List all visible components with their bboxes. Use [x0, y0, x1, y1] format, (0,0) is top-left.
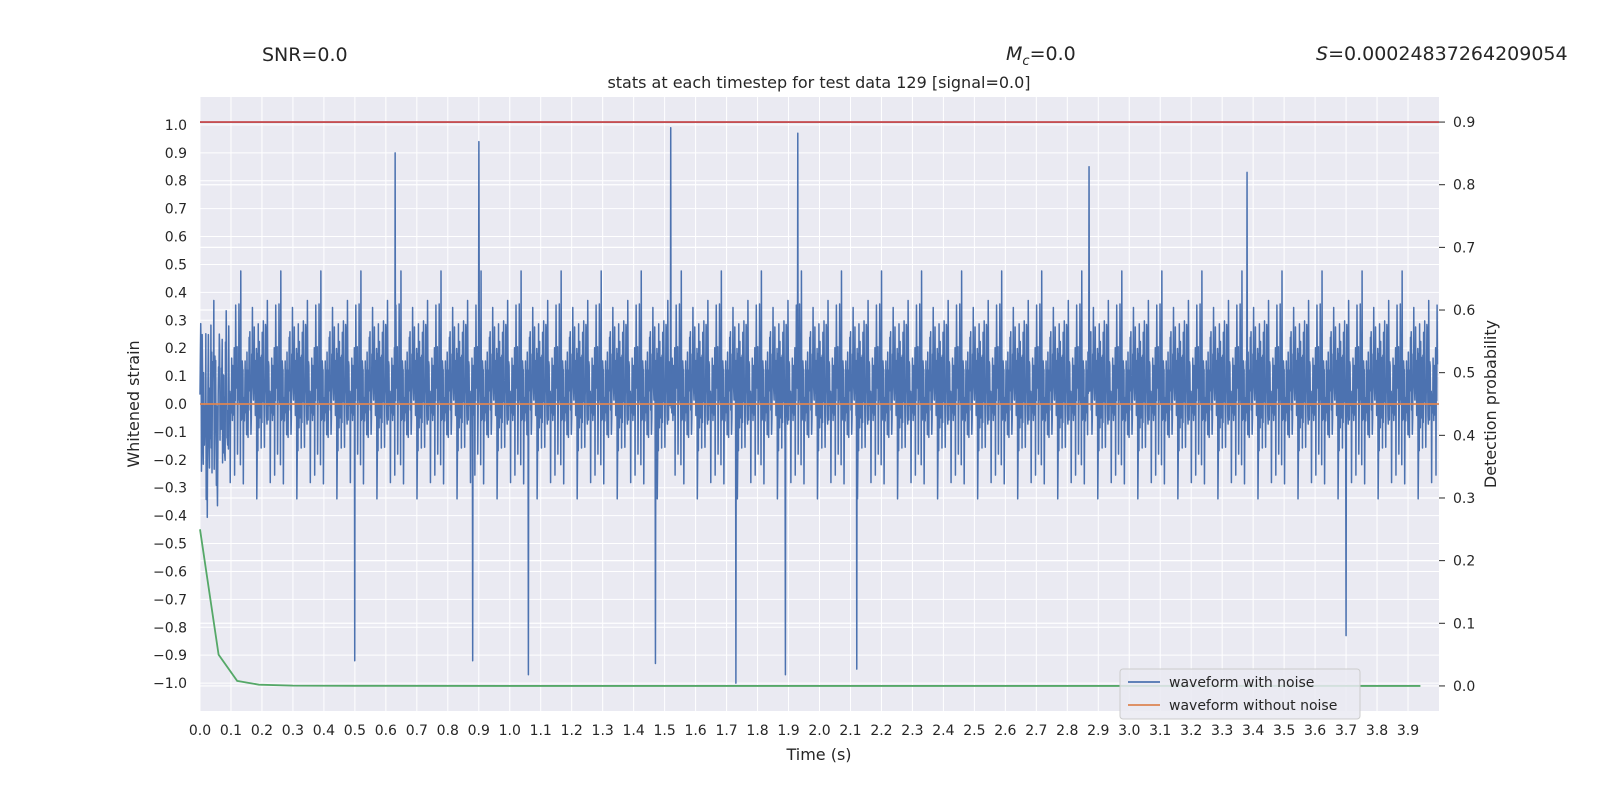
y-tick-label-right: 0.4	[1453, 428, 1475, 444]
y-tick-label-left: 0.9	[165, 146, 187, 162]
x-tick-label: 3.9	[1397, 723, 1419, 739]
y-tick-label-left: 0.2	[165, 341, 187, 357]
y-tick-label-right: 0.5	[1453, 366, 1475, 382]
x-tick-label: 1.6	[684, 723, 706, 739]
s-label: S=0.00024837264209054	[1316, 43, 1568, 65]
legend: waveform with noise waveform without noi…	[1119, 668, 1361, 720]
x-tick-label: 3.6	[1304, 723, 1326, 739]
y-tick-label-right: 0.2	[1453, 554, 1475, 570]
y-tick-label-left: 0.7	[165, 202, 187, 218]
x-tick-label: 1.0	[499, 723, 521, 739]
x-tick-label: 1.3	[592, 723, 614, 739]
y-tick-label-right: 0.7	[1453, 240, 1475, 256]
y-tick-label-right: 0.9	[1453, 115, 1475, 131]
y-axis-label-left: Whitened strain	[124, 340, 143, 467]
x-tick-label: 3.7	[1335, 723, 1357, 739]
x-tick-label: 2.4	[932, 723, 954, 739]
y-tick-label-left: 0.1	[165, 369, 187, 385]
x-tick-label: 1.5	[653, 723, 675, 739]
x-tick-label: 0.8	[437, 723, 459, 739]
x-tick-label: 1.9	[777, 723, 799, 739]
legend-label-noise: waveform with noise	[1169, 675, 1314, 691]
series-line-2	[199, 529, 1421, 687]
y-tick-label-left: 1.0	[165, 118, 187, 134]
x-tick-label: 2.7	[1025, 723, 1047, 739]
x-tick-label: 3.2	[1180, 723, 1202, 739]
mc-label: Mc=0.0	[1006, 43, 1076, 69]
x-tick-label: 1.8	[746, 723, 768, 739]
y-tick-label-left: −0.2	[153, 453, 187, 469]
x-tick-label: 3.3	[1211, 723, 1233, 739]
y-tick-label-left: −0.7	[153, 592, 187, 608]
y-tick-label-left: −0.9	[153, 648, 187, 664]
y-tick-label-left: −0.6	[153, 564, 187, 580]
y-axis-label-right: Detection probability	[1481, 320, 1500, 488]
y-tick-label-left: 0.5	[165, 257, 187, 273]
x-tick-label: 0.6	[375, 723, 397, 739]
y-tick-label-left: −1.0	[153, 676, 187, 692]
series-line-waveform-with-noise	[199, 126, 1439, 684]
x-tick-label: 0.0	[189, 723, 211, 739]
x-tick-label: 1.2	[561, 723, 583, 739]
y-tick-label-right: 0.6	[1453, 303, 1475, 319]
series-layer	[199, 121, 1439, 687]
x-tick-label: 2.3	[901, 723, 923, 739]
y-tick-label-left: −0.1	[153, 425, 187, 441]
x-tick-label: 1.7	[715, 723, 737, 739]
tick-labels: 0.0 0.1 0.2 0.3 0.4 0.5 0.6 0.7 0.8 0.9 1.0 1.1 1.2 1…	[153, 115, 1475, 739]
x-tick-label: 3.8	[1366, 723, 1388, 739]
x-tick-label: 0.2	[251, 723, 273, 739]
x-tick-label: 2.1	[839, 723, 861, 739]
x-tick-label: 2.9	[1087, 723, 1109, 739]
x-tick-label: 0.3	[282, 723, 304, 739]
legend-box	[1119, 668, 1361, 720]
mc-symbol: M	[1006, 43, 1022, 65]
s-symbol: S	[1316, 43, 1328, 65]
y-tick-label-right: 0.3	[1453, 491, 1475, 507]
x-tick-label: 1.4	[623, 723, 645, 739]
x-tick-label: 0.1	[220, 723, 242, 739]
y-tick-label-left: −0.5	[153, 537, 187, 553]
y-tick-label-left: −0.4	[153, 509, 187, 525]
x-tick-label: 0.9	[468, 723, 490, 739]
y-tick-label-left: 0.8	[165, 174, 187, 190]
x-tick-label: 1.1	[530, 723, 552, 739]
chart-title: stats at each timestep for test data 129…	[607, 73, 1030, 92]
snr-label: SNR=0.0	[262, 44, 348, 66]
x-tick-label: 3.4	[1242, 723, 1264, 739]
x-tick-label: 3.0	[1118, 723, 1140, 739]
y-tick-label-left: 0.3	[165, 313, 187, 329]
x-tick-label: 2.6	[994, 723, 1016, 739]
y-tick-label-left: 0.0	[165, 397, 187, 413]
y-tick-label-right: 0.0	[1453, 679, 1475, 695]
s-value: =0.00024837264209054	[1328, 43, 1568, 65]
x-tick-label: 2.0	[808, 723, 830, 739]
x-tick-label: 2.8	[1056, 723, 1078, 739]
mc-subscript: c	[1022, 54, 1029, 69]
x-axis-label: Time (s)	[785, 745, 851, 764]
y-tick-label-right: 0.1	[1453, 616, 1475, 632]
mc-value: =0.0	[1030, 43, 1076, 65]
legend-label-clean: waveform without noise	[1169, 698, 1337, 714]
y-tick-label-left: 0.6	[165, 230, 187, 246]
x-tick-label: 3.1	[1149, 723, 1171, 739]
y-tick-label-left: −0.8	[153, 620, 187, 636]
y-tick-label-left: −0.3	[153, 481, 187, 497]
x-tick-label: 0.4	[313, 723, 335, 739]
x-tick-label: 2.2	[870, 723, 892, 739]
x-tick-label: 2.5	[963, 723, 985, 739]
y-tick-label-right: 0.8	[1453, 178, 1475, 194]
y-tick-label-left: 0.4	[165, 285, 187, 301]
x-tick-label: 3.5	[1273, 723, 1295, 739]
x-tick-label: 0.5	[344, 723, 366, 739]
x-tick-label: 0.7	[406, 723, 428, 739]
